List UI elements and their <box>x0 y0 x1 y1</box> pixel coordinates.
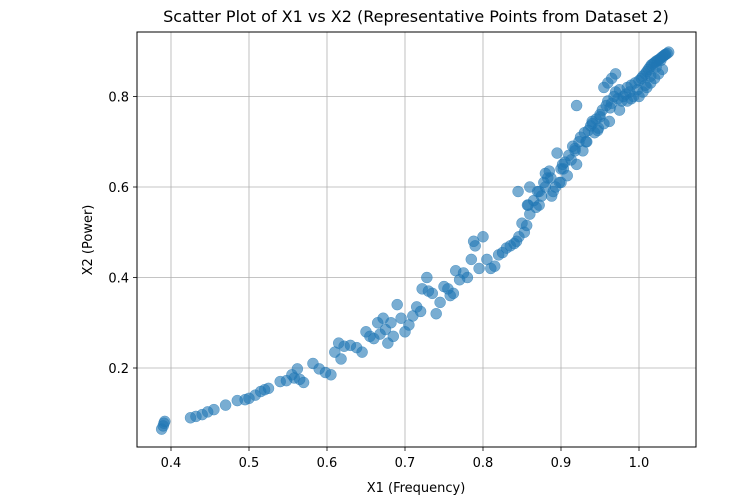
y-axis-ticks: 0.2 0.4 0.6 0.8 <box>108 91 137 377</box>
y-tick-label: 0.2 <box>108 362 129 377</box>
x-tick-label: 0.4 <box>161 456 182 471</box>
y-axis-label: X2 (Power) <box>81 205 96 276</box>
chart-title: Scatter Plot of X1 vs X2 (Representative… <box>163 7 669 26</box>
x-tick-label: 0.7 <box>395 456 416 471</box>
axes-frame <box>136 31 697 448</box>
x-axis-label: X1 (Frequency) <box>367 481 466 496</box>
y-tick-label: 0.8 <box>108 91 129 106</box>
x-tick-label: 0.8 <box>473 456 494 471</box>
y-tick-label: 0.6 <box>108 181 129 196</box>
data-points <box>155 46 675 435</box>
x-tick-label: 0.6 <box>317 456 338 471</box>
x-axis-ticks: 0.4 0.5 0.6 0.7 0.8 0.9 1.0 <box>161 447 650 471</box>
y-tick-label: 0.4 <box>108 272 129 287</box>
x-tick-label: 0.5 <box>239 456 260 471</box>
x-tick-label: 1.0 <box>629 456 650 471</box>
x-tick-label: 0.9 <box>551 456 572 471</box>
